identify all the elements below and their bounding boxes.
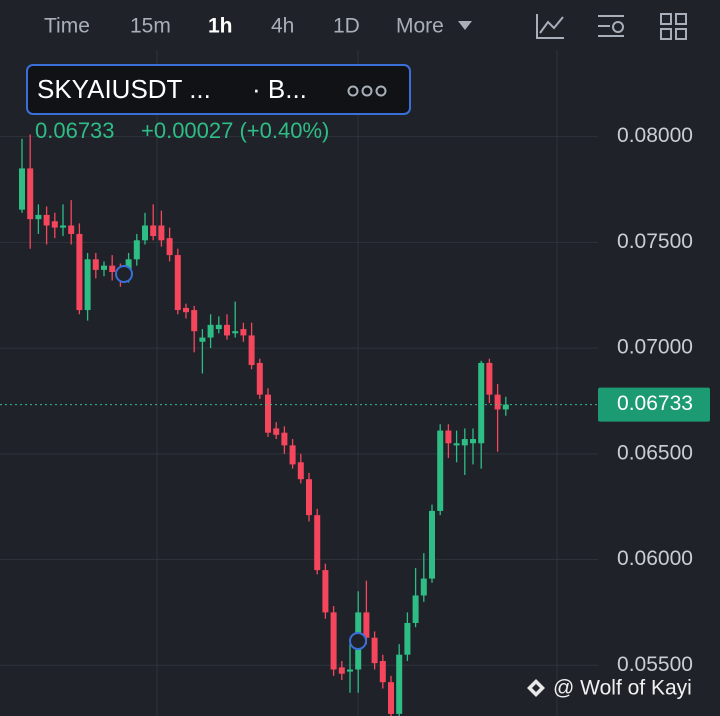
candle-body [420, 578, 427, 596]
candle-body [43, 214, 50, 226]
symbol-box[interactable] [26, 64, 411, 115]
candle-body [388, 682, 394, 714]
candle-body [412, 595, 419, 623]
candle-body [142, 225, 148, 241]
candle-body [158, 225, 165, 241]
y-tick-label: 0.06000 [617, 547, 693, 570]
candle-body [306, 479, 312, 516]
symbol: SKYAIUSDT ... [37, 74, 211, 104]
candle-body [174, 255, 181, 311]
exchange: · B... [252, 74, 307, 104]
candle-body [363, 612, 370, 638]
candle-body [84, 259, 91, 311]
candle-body [265, 394, 271, 433]
indicator-icon[interactable] [536, 14, 564, 39]
toolbar-button[interactable]: 4h [271, 15, 294, 38]
y-tick-label: 0.07500 [617, 230, 693, 253]
candle-body [461, 439, 468, 446]
candle-body [371, 637, 378, 664]
candle-body [199, 337, 206, 342]
price-change: +0.00027 (+0.40%) [141, 118, 329, 143]
candle-body [379, 661, 386, 683]
y-tick-label: 0.06500 [617, 441, 693, 464]
candle-body [224, 324, 230, 336]
candle-body [502, 404, 509, 410]
settings-icon[interactable] [598, 15, 624, 37]
candle-body [281, 432, 288, 446]
candle-body [19, 168, 25, 210]
candle-body [76, 233, 83, 311]
y-tick-label: 0.08000 [617, 124, 693, 147]
candle-body [207, 324, 214, 338]
candle-body [322, 570, 329, 613]
dropdown-arrow [458, 21, 472, 30]
candle-body [273, 428, 280, 435]
candle-body [101, 265, 107, 270]
candle-body [330, 612, 337, 670]
candle-body [248, 335, 255, 366]
candle-body [109, 265, 116, 272]
event-marker[interactable] [349, 632, 367, 650]
candle-body [166, 238, 173, 256]
candle-body [60, 225, 66, 228]
candle-body [51, 221, 58, 228]
candle-body [183, 307, 189, 313]
candle-body [453, 443, 460, 446]
candle-body [470, 439, 476, 444]
candle-body [494, 394, 501, 410]
candle-body [478, 362, 485, 444]
candle-body [396, 654, 403, 714]
candle-body [232, 331, 239, 334]
candle-body [289, 445, 296, 465]
toolbar-button[interactable]: 1D [333, 15, 360, 38]
candle-body [92, 259, 99, 270]
candle-body [338, 667, 345, 674]
candle-body [297, 462, 304, 480]
toolbar-button[interactable]: Time [44, 15, 90, 38]
last-price-tag [598, 387, 710, 422]
watermark-logo [527, 679, 545, 697]
candle-body [437, 430, 444, 511]
toolbar: Time 15m 1h 4h 1D More [44, 13, 687, 40]
watermark: @ Wolf of Kayi [553, 677, 692, 700]
toolbar-button[interactable]: 1h [208, 15, 233, 38]
last-price-info: 0.06733 [35, 118, 115, 143]
last-price-label: 0.06733 [617, 392, 693, 415]
candle-body [445, 430, 452, 444]
candle-body [68, 225, 75, 234]
candle-body [150, 225, 157, 237]
candle-body [215, 324, 222, 330]
y-tick-label: 0.07000 [617, 336, 693, 359]
candle-body [27, 168, 34, 220]
candle-body [35, 214, 42, 220]
toolbar-button[interactable]: More [396, 15, 444, 38]
candle-body [347, 669, 353, 672]
candle-body [486, 362, 493, 395]
event-marker[interactable] [115, 265, 133, 283]
candle-body [133, 240, 140, 260]
layout-icon[interactable] [660, 13, 687, 40]
toolbar-button[interactable]: 15m [130, 15, 171, 38]
candle-body [404, 622, 411, 655]
candle-body [240, 329, 247, 336]
candle-body [256, 362, 263, 395]
overlay: SKYAIUSDT ... · B... 0.06733 +0.00027 (+… [26, 64, 692, 700]
candle-body [314, 515, 321, 571]
more-icon[interactable] [347, 85, 387, 97]
y-tick-label: 0.05500 [617, 653, 693, 676]
candle-body [429, 510, 435, 579]
candle-body [191, 310, 198, 332]
plot-area: 0.08000 0.07500 0.07000 0.06500 0.06000 0.055… [0, 50, 710, 716]
